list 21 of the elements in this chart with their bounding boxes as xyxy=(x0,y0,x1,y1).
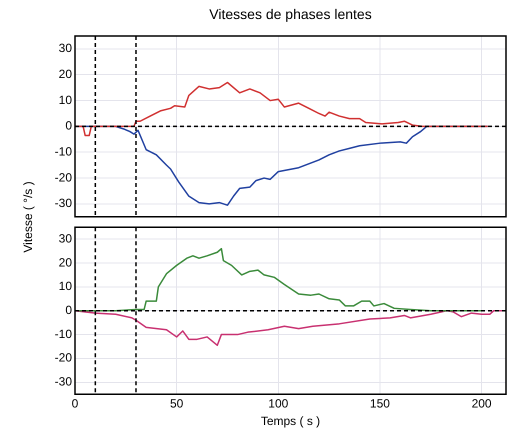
y-tick-label: 0 xyxy=(65,303,72,318)
y-tick-label: -20 xyxy=(54,170,72,184)
y-tick-label: -10 xyxy=(54,144,72,159)
y-tick-label: -30 xyxy=(54,196,72,210)
y-tick-label: 30 xyxy=(58,41,72,56)
y-tick-label: 10 xyxy=(58,279,72,294)
x-axis-title: Temps ( s ) xyxy=(260,414,320,428)
y-tick-label: 20 xyxy=(58,255,72,270)
x-tick-label: 50 xyxy=(170,396,184,411)
x-tick-label: 200 xyxy=(472,396,492,411)
y-tick-label: 20 xyxy=(58,67,72,82)
y-tick-label: -20 xyxy=(54,350,72,365)
y-tick-label: -10 xyxy=(54,326,72,341)
y-tick-label: 0 xyxy=(65,118,72,133)
y-tick-label: 10 xyxy=(58,92,72,107)
x-tick-label: 100 xyxy=(268,396,289,411)
y-tick-label: -30 xyxy=(54,374,72,389)
y-axis-title: Vitesse ( °/s ) xyxy=(21,181,35,253)
chart-title: Vitesses de phases lentes xyxy=(208,6,373,22)
y-tick-label: 30 xyxy=(58,231,72,246)
x-tick-label: 150 xyxy=(370,396,390,411)
